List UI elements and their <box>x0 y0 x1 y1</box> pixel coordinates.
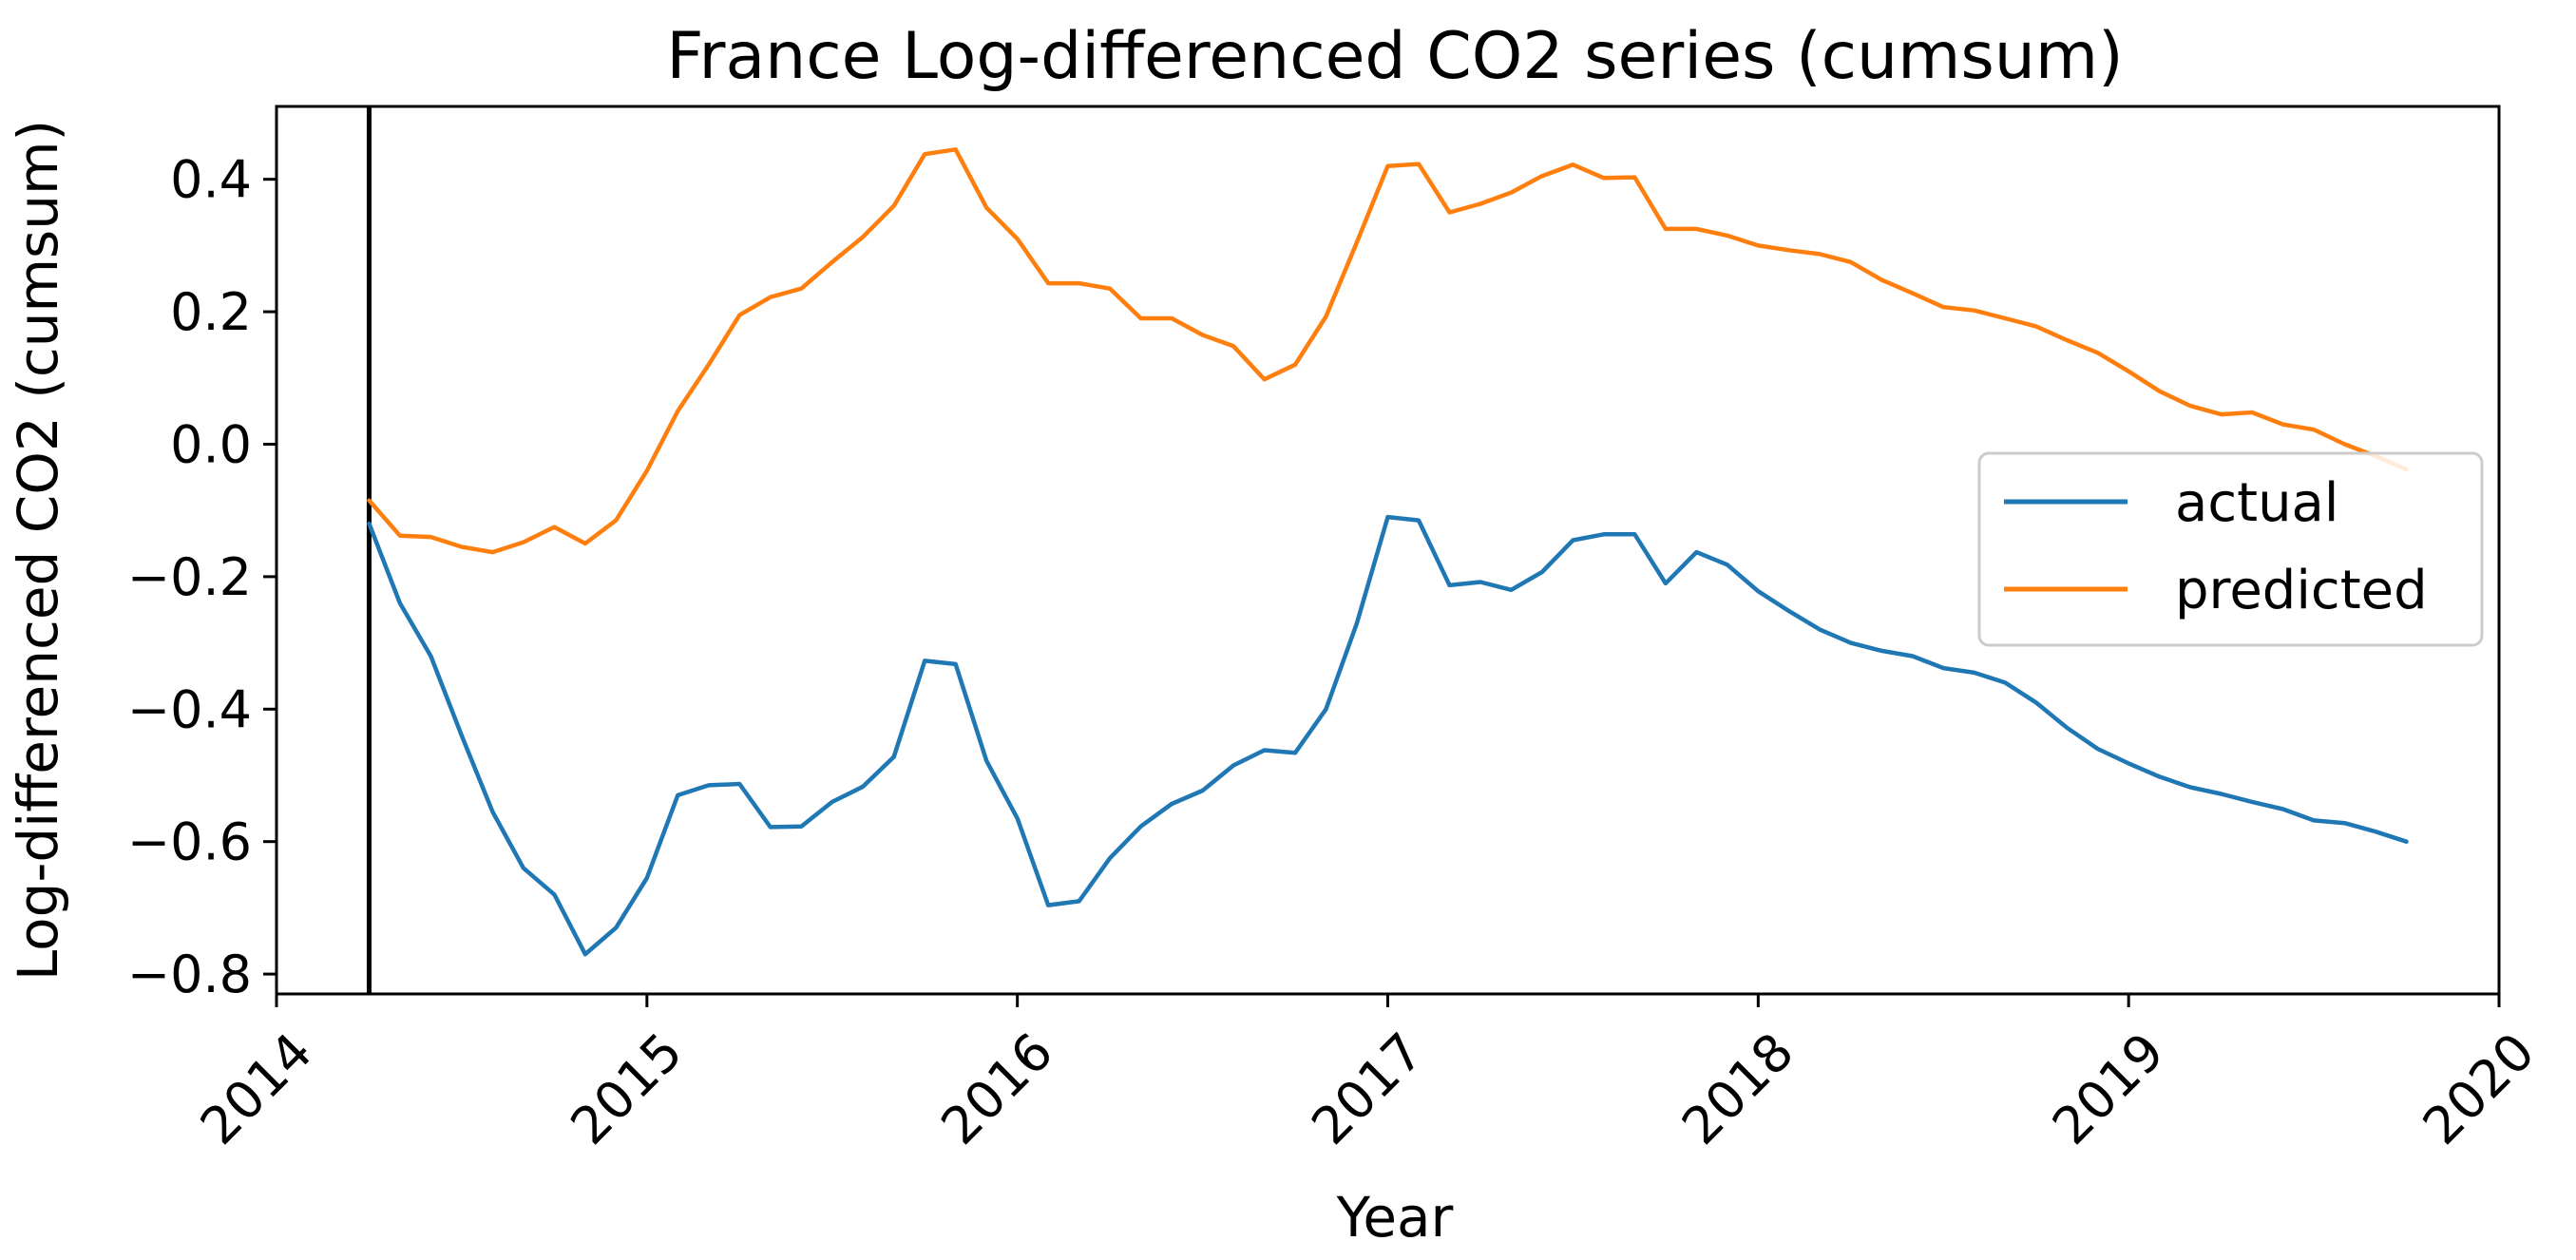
legend-label-actual: actual <box>2175 472 2338 534</box>
y-tick-label: −0.2 <box>127 547 252 607</box>
y-tick-label: −0.6 <box>127 812 252 872</box>
legend: actual predicted <box>1977 451 2484 647</box>
series-line-predicted <box>367 147 2409 555</box>
y-axis-label: Log-differenced CO2 (cumsum) <box>6 120 70 981</box>
series-line-actual <box>367 514 2409 957</box>
y-tick-label: −0.4 <box>127 679 252 739</box>
plot-area <box>366 106 2409 994</box>
y-tick-label: 0.4 <box>170 150 252 210</box>
y-tick-label: 0.2 <box>170 282 252 342</box>
y-tick-label: 0.0 <box>170 414 252 474</box>
x-axis-label: Year <box>1336 1185 1454 1250</box>
chart-title: France Log-differenced CO2 series (cumsu… <box>666 19 2123 94</box>
legend-label-predicted: predicted <box>2175 560 2428 621</box>
y-axis: 0.4 0.2 0.0 −0.2 −0.4 −0.6 −0.8 <box>127 150 277 1004</box>
y-tick-label: −0.8 <box>127 945 252 1004</box>
